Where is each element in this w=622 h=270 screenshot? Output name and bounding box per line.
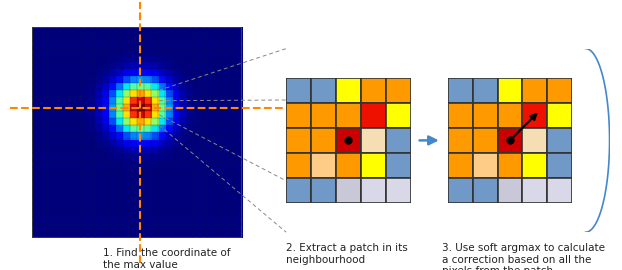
Bar <box>547 178 572 202</box>
Bar <box>547 128 572 153</box>
Bar <box>473 128 498 153</box>
Bar <box>361 128 386 153</box>
Bar <box>386 153 411 178</box>
Bar <box>361 78 386 103</box>
Bar <box>286 128 311 153</box>
Bar <box>473 103 498 128</box>
Bar <box>386 178 411 202</box>
Bar <box>311 128 336 153</box>
Bar <box>336 103 361 128</box>
Bar <box>286 178 311 202</box>
Bar <box>498 103 522 128</box>
Bar <box>547 153 572 178</box>
Bar <box>311 78 336 103</box>
Bar <box>473 178 498 202</box>
Bar <box>336 153 361 178</box>
Bar <box>336 128 361 153</box>
Bar <box>311 153 336 178</box>
Bar <box>386 78 411 103</box>
Bar <box>522 178 547 202</box>
Bar <box>547 103 572 128</box>
Bar <box>448 78 473 103</box>
Bar <box>547 78 572 103</box>
Bar <box>498 128 522 153</box>
Bar <box>522 128 547 153</box>
Bar <box>361 178 386 202</box>
Bar <box>336 78 361 103</box>
Bar <box>498 178 522 202</box>
Bar <box>473 78 498 103</box>
Bar <box>311 178 336 202</box>
Bar <box>336 178 361 202</box>
Bar <box>498 78 522 103</box>
Bar <box>498 153 522 178</box>
Text: 3. Use soft argmax to calculate
a correction based on all the
pixels from the pa: 3. Use soft argmax to calculate a correc… <box>442 243 605 270</box>
Bar <box>448 128 473 153</box>
Bar <box>448 103 473 128</box>
Bar <box>286 153 311 178</box>
Bar <box>386 103 411 128</box>
Bar <box>448 178 473 202</box>
Bar <box>522 153 547 178</box>
Bar <box>386 128 411 153</box>
Bar <box>286 78 311 103</box>
Bar <box>473 153 498 178</box>
Bar <box>522 103 547 128</box>
Bar <box>361 103 386 128</box>
Text: 1. Find the coordinate of
the max value: 1. Find the coordinate of the max value <box>103 248 231 270</box>
Bar <box>522 78 547 103</box>
Bar <box>286 103 311 128</box>
Bar <box>361 153 386 178</box>
Text: 2. Extract a patch in its
neighbourhood: 2. Extract a patch in its neighbourhood <box>286 243 408 265</box>
Bar <box>448 153 473 178</box>
Bar <box>311 103 336 128</box>
